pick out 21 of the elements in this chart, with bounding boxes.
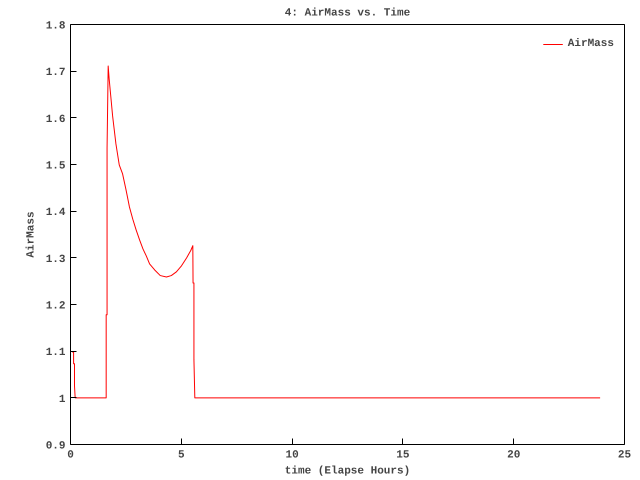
y-tick-label: 1.4 [46, 207, 66, 220]
y-axis-title: AirMass [26, 211, 38, 258]
y-tick-label: 1.1 [46, 347, 66, 360]
x-axis-title: time (Elapse Hours) [284, 466, 410, 478]
y-tick-label: 1.5 [46, 160, 66, 172]
x-tick-label: 5 [178, 450, 185, 462]
y-tick-label: 1.2 [46, 300, 66, 312]
y-tick-label: 1.6 [46, 114, 66, 126]
y-tick-label: 1 [58, 394, 66, 406]
y-tick-label: 1.8 [46, 20, 66, 32]
line-series [72, 66, 601, 398]
x-tick-label: 10 [286, 450, 299, 462]
chart-title: 4: AirMass vs. Time [284, 8, 411, 20]
y-tick-label: 1.3 [46, 254, 66, 266]
y-tick-label: 1.7 [46, 67, 66, 80]
x-tick-label: 25 [618, 450, 632, 462]
legend-label: AirMass [568, 38, 614, 50]
x-tick-label: 15 [396, 450, 410, 462]
x-tick-label: 0 [67, 450, 74, 462]
x-tick-label: 20 [507, 450, 520, 462]
y-tick-label: 0.9 [46, 440, 66, 452]
